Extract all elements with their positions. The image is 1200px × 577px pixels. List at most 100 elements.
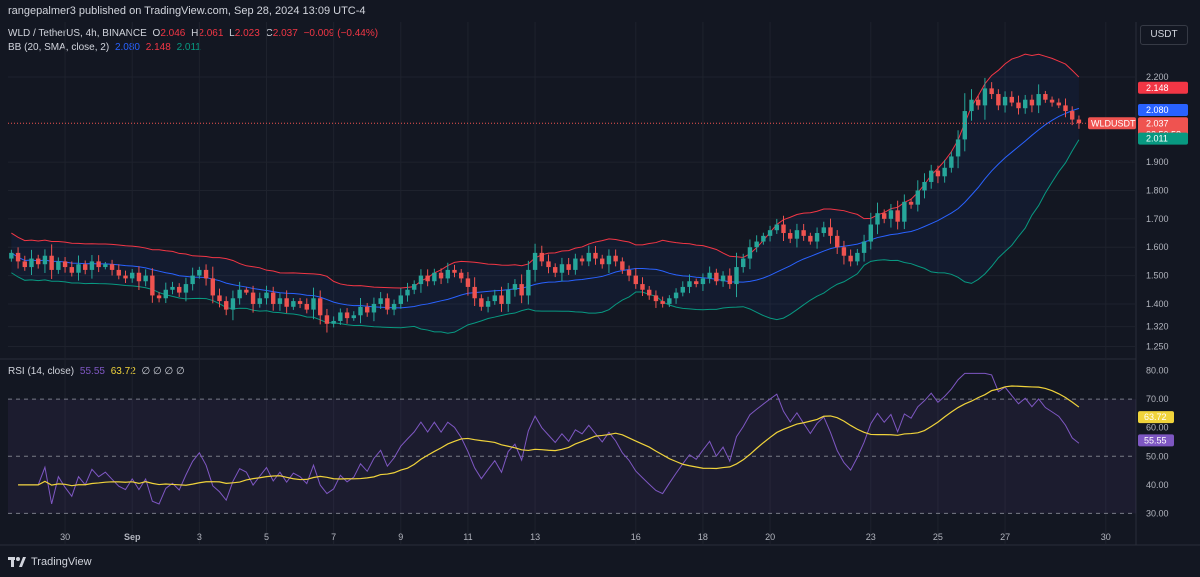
candle-body xyxy=(908,201,914,205)
candle-body xyxy=(781,224,786,234)
rsi-tick-label: 40.00 xyxy=(1146,480,1169,490)
candle-body xyxy=(116,269,121,276)
candle-body xyxy=(344,312,350,319)
footer[interactable]: TradingView xyxy=(8,556,92,568)
candle-body xyxy=(532,252,538,270)
bb-lower-tag-text: 2.011 xyxy=(1146,134,1168,144)
candle-body xyxy=(405,289,410,296)
candle-body xyxy=(284,298,289,307)
time-tick-label: 23 xyxy=(866,532,876,542)
candle-body xyxy=(747,247,753,259)
candle-body xyxy=(962,111,967,140)
candle-body xyxy=(546,261,551,268)
footer-brand[interactable]: TradingView xyxy=(31,556,92,568)
candle-body xyxy=(855,252,860,262)
candle-body xyxy=(1076,119,1082,124)
candle-body xyxy=(976,99,981,106)
price-pane xyxy=(8,53,1136,334)
candle-body xyxy=(1049,99,1055,103)
candle-body xyxy=(42,255,48,265)
candle-body xyxy=(949,156,954,168)
candle-body xyxy=(230,298,236,310)
candle-body xyxy=(593,252,598,259)
candle-body xyxy=(438,272,444,279)
candle-body xyxy=(365,306,370,313)
rsi-label[interactable]: RSI (14, close) xyxy=(8,366,75,377)
candle-body xyxy=(861,241,867,253)
candle-body xyxy=(788,233,793,239)
candle-body xyxy=(647,289,652,296)
candle-body xyxy=(109,264,115,270)
currency-button[interactable]: USDT xyxy=(1140,25,1188,45)
candle-body xyxy=(553,267,558,273)
rsi-ma-line xyxy=(18,385,1080,487)
candle-body xyxy=(626,269,632,276)
candle-body xyxy=(203,269,209,279)
candle-body xyxy=(318,298,323,316)
bb-basis-line xyxy=(11,107,1080,309)
candle-body xyxy=(606,255,612,265)
candle-body xyxy=(754,241,759,248)
candle-body xyxy=(714,272,719,282)
candle-body xyxy=(969,99,974,112)
candle-body xyxy=(22,261,27,268)
bb-legend[interactable]: BB (20, SMA, close, 2) 2.080 2.148 2.011 xyxy=(8,42,204,53)
candle-body xyxy=(183,284,189,293)
change-value: −0.009 (−0.44%) xyxy=(303,28,379,39)
price-tick-label: 1.250 xyxy=(1146,341,1169,351)
bb-label[interactable]: BB (20, SMA, close, 2) xyxy=(8,42,110,53)
candle-body xyxy=(1002,96,1008,106)
price-tick-label: 1.320 xyxy=(1146,322,1169,332)
candle-body xyxy=(566,264,571,270)
bb-lower-tag xyxy=(1138,132,1188,145)
candle-body xyxy=(76,264,81,273)
candle-body xyxy=(1056,102,1061,106)
candle-body xyxy=(720,275,726,282)
close-value: 2.037 xyxy=(272,28,298,39)
candle-body xyxy=(244,289,249,293)
candle-body xyxy=(667,298,672,304)
candle-body xyxy=(1029,99,1035,106)
candle-body xyxy=(1043,94,1048,100)
candle-body xyxy=(499,295,504,304)
candle-body xyxy=(694,281,699,285)
candle-body xyxy=(935,170,941,177)
candle-body xyxy=(89,261,95,270)
time-tick-label: 30 xyxy=(1101,532,1111,542)
candle-body xyxy=(902,201,907,222)
rsi-legend[interactable]: RSI (14, close) 55.55 63.72 ∅ ∅ ∅ ∅ xyxy=(8,366,188,377)
candle-body xyxy=(573,258,578,270)
candle-body xyxy=(62,261,68,268)
time-tick-label: Sep xyxy=(124,532,141,542)
candle-body xyxy=(324,315,330,324)
symbol-legend[interactable]: WLD / TetherUS, 4h, BINANCE O2.046 H2.06… xyxy=(8,28,381,39)
candle-body xyxy=(989,88,994,95)
candle-body xyxy=(210,278,215,296)
symbol-name[interactable]: WLD / TetherUS, 4h, BINANCE xyxy=(8,28,147,39)
candle-body xyxy=(512,284,518,290)
candle-body xyxy=(177,286,182,293)
rsi-tick-label: 70.00 xyxy=(1146,394,1169,404)
candle-body xyxy=(465,278,471,287)
candle-body xyxy=(814,233,820,242)
rsi-tick-label: 80.00 xyxy=(1146,366,1169,376)
candle-body xyxy=(351,315,356,319)
bb-upper-tag xyxy=(1138,81,1188,94)
bb-upper-value: 2.148 xyxy=(145,42,171,53)
candle-body xyxy=(1036,94,1041,106)
candle-body xyxy=(848,255,853,262)
candle-body xyxy=(391,303,397,310)
candle-body xyxy=(358,306,363,316)
top-bar: rangepalmer3 published on TradingView.co… xyxy=(0,0,1200,22)
tradingview-logo-icon xyxy=(8,557,26,567)
candle-body xyxy=(673,292,679,299)
candle-body xyxy=(996,94,1001,106)
candle-body xyxy=(485,301,491,307)
candle-body xyxy=(163,289,168,299)
candle-body xyxy=(680,286,685,293)
candle-body xyxy=(291,301,296,307)
candle-body xyxy=(868,224,873,242)
candle-body xyxy=(445,269,450,279)
candle-body xyxy=(600,258,605,265)
